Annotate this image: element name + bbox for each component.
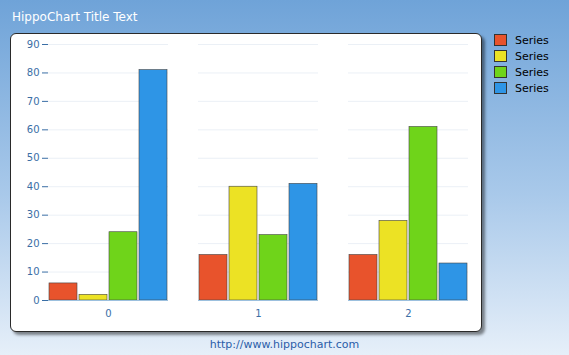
svg-text:60: 60	[27, 124, 40, 135]
html-text:http://www.hippochart.com: http://www.hippochart.com	[209, 338, 360, 351]
svg-text:30: 30	[27, 209, 40, 220]
svg-text:80: 80	[27, 67, 40, 78]
html-text:Series: Series	[515, 49, 549, 63]
svg-text:40: 40	[27, 181, 40, 192]
svg-text:50: 50	[27, 152, 40, 163]
svg-text:0: 0	[33, 295, 39, 306]
svg-text:20: 20	[27, 238, 40, 249]
svg-text:70: 70	[27, 96, 40, 107]
svg-text:2: 2	[405, 308, 411, 319]
html-text:Series: Series	[515, 33, 549, 47]
html-text:Series: Series	[515, 65, 549, 79]
html-text:Series: Series	[515, 81, 549, 95]
svg-text:1: 1	[255, 308, 261, 319]
html-text:HippoChart Title Text: HippoChart Title Text	[12, 10, 138, 24]
svg-text:0: 0	[105, 308, 111, 319]
svg-text:10: 10	[27, 266, 40, 277]
svg-text:90: 90	[27, 39, 40, 50]
